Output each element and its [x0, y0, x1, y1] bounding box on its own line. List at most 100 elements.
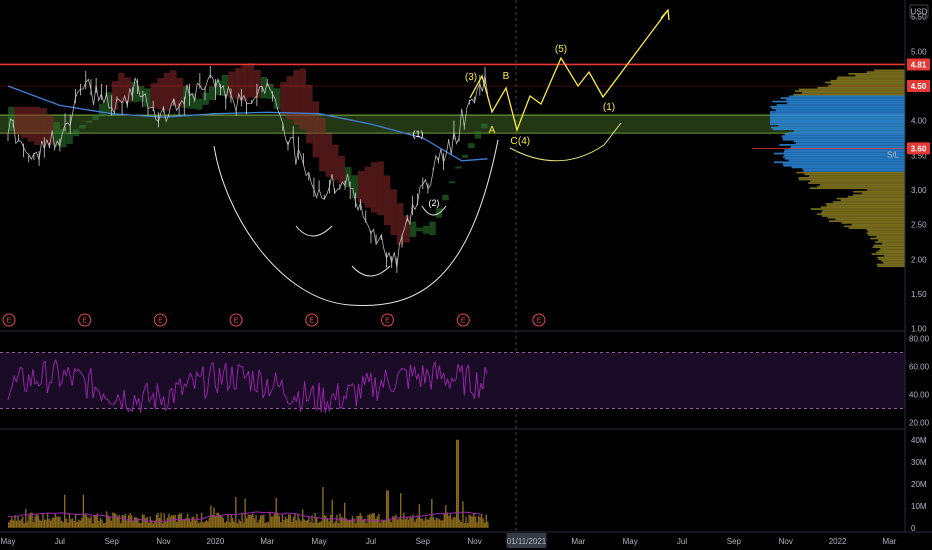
volume-bar: [152, 523, 155, 528]
volume-bar: [462, 501, 464, 528]
price-axis[interactable]: 5.50 5.00 4.50 4.00 3.50 3.00 2.50 2.00 1.50 1.00…: [0, 0, 932, 533]
volume-bar: [79, 520, 81, 528]
volume-bar: [300, 521, 302, 528]
volume-bar: [412, 514, 414, 528]
earnings-marker[interactable]: [229, 313, 243, 327]
cloud-segment: [14, 106, 21, 135]
horizontal-levels-layer: S/L: [0, 63, 905, 159]
volume-bar: [96, 513, 99, 528]
volume-profile-bar: [798, 178, 905, 181]
wave-label: (1): [603, 102, 615, 113]
earnings-marker[interactable]: [381, 313, 394, 327]
rsi-tick-label: 20.00: [909, 418, 930, 427]
volume-bar: [196, 514, 198, 528]
moving-average-line: [7, 85, 488, 162]
volume-bar: [158, 518, 161, 528]
volume-bar: [252, 513, 254, 528]
volume-profile-bar: [872, 246, 905, 249]
cloud-segment: [111, 81, 119, 110]
rsi-tick-label: 60.00: [909, 363, 930, 372]
volume-bar: [213, 507, 215, 528]
volume-bar: [322, 487, 324, 528]
earnings-marker[interactable]: [78, 313, 92, 327]
volume-bar: [449, 513, 452, 528]
volume-profile-bar: [877, 265, 905, 268]
price-tick-label: 3.00: [911, 186, 927, 195]
volume-bar: [423, 520, 425, 528]
stop-loss-label: S/L: [887, 150, 900, 159]
cloud-segment: [144, 88, 151, 107]
earnings-marker-label: E: [537, 318, 542, 325]
volume-profile-bar: [855, 74, 905, 77]
volume-bar: [67, 522, 69, 528]
time-axis[interactable]: May Jul Sep Nov 2020 Mar May Jul Sep Nov 01/11/202…: [0, 533, 897, 548]
price-tick-label: 4.00: [911, 117, 927, 126]
earnings-marker[interactable]: [456, 313, 470, 327]
volume-bar: [483, 522, 486, 528]
volume-bar: [312, 522, 315, 528]
volume-profile-bar: [827, 85, 905, 87]
volume-bar: [21, 516, 24, 528]
volume-bar: [160, 512, 162, 528]
volume-bar: [435, 517, 438, 528]
time-tick-label: May: [0, 537, 15, 546]
volume-bar: [249, 514, 251, 528]
currency-badge[interactable]: [909, 4, 929, 19]
handle-curve[interactable]: [421, 205, 447, 216]
wave-projection-path[interactable]: [469, 9, 669, 133]
volume-profile-bar: [772, 128, 905, 131]
volume-profile-bar: [866, 71, 905, 73]
volume-profile-bar: [820, 206, 905, 209]
volume-bar: [362, 519, 365, 528]
volume-profile-bar: [827, 216, 905, 219]
volume-bar: [56, 516, 58, 528]
volume-bar: [141, 514, 144, 528]
earnings-marker[interactable]: [153, 313, 167, 327]
bottom-curve[interactable]: [351, 265, 391, 277]
volume-bar: [406, 516, 408, 528]
support-zone-layer: [0, 114, 905, 134]
moving-average-layer: [7, 85, 488, 162]
cloud-segment: [163, 72, 171, 111]
earnings-marker[interactable]: [2, 313, 16, 327]
projected-cup-curve[interactable]: [509, 122, 622, 162]
cloud-segment: [403, 215, 410, 243]
volume-profile-bar: [817, 185, 905, 188]
volume-profile-bar: [783, 156, 905, 158]
cloud-segment: [254, 70, 261, 98]
cup-curve[interactable]: [213, 139, 499, 307]
volume-profile-bar: [804, 173, 905, 176]
cloud-segment: [455, 166, 462, 169]
earnings-marker[interactable]: [305, 313, 319, 327]
volume-profile-bar: [775, 109, 905, 112]
earnings-marker[interactable]: [532, 313, 546, 327]
volume-bar: [460, 522, 463, 528]
volume-bar: [133, 517, 136, 528]
volume-bar: [105, 511, 108, 528]
volume-bar: [74, 513, 77, 528]
volume-bar: [401, 519, 403, 528]
cloud-segment: [20, 106, 28, 138]
wave-label: (1): [413, 129, 424, 139]
volume-bar: [241, 513, 243, 528]
volume-profile-bar: [770, 119, 905, 122]
volume-bar: [441, 520, 444, 528]
volume-bar: [325, 515, 327, 528]
shoulder-curve[interactable]: [295, 225, 333, 237]
volume-profile-bar: [833, 201, 905, 203]
volume-bar: [468, 514, 470, 528]
cloud-segment: [124, 77, 132, 103]
volume-bar: [194, 520, 197, 528]
volume-profile-bar: [808, 182, 905, 184]
volume-profile-bar: [809, 187, 905, 190]
price-tick-label: 1.50: [911, 290, 927, 299]
volume-bar: [258, 519, 260, 528]
volume-bar: [186, 513, 189, 528]
volume-profile-bar: [781, 135, 905, 138]
rsi-line: [7, 358, 488, 414]
volume-bar: [113, 512, 116, 528]
time-tick-label: May: [312, 537, 327, 546]
volume-bar: [379, 522, 382, 528]
volume-profile-bar: [779, 144, 905, 146]
